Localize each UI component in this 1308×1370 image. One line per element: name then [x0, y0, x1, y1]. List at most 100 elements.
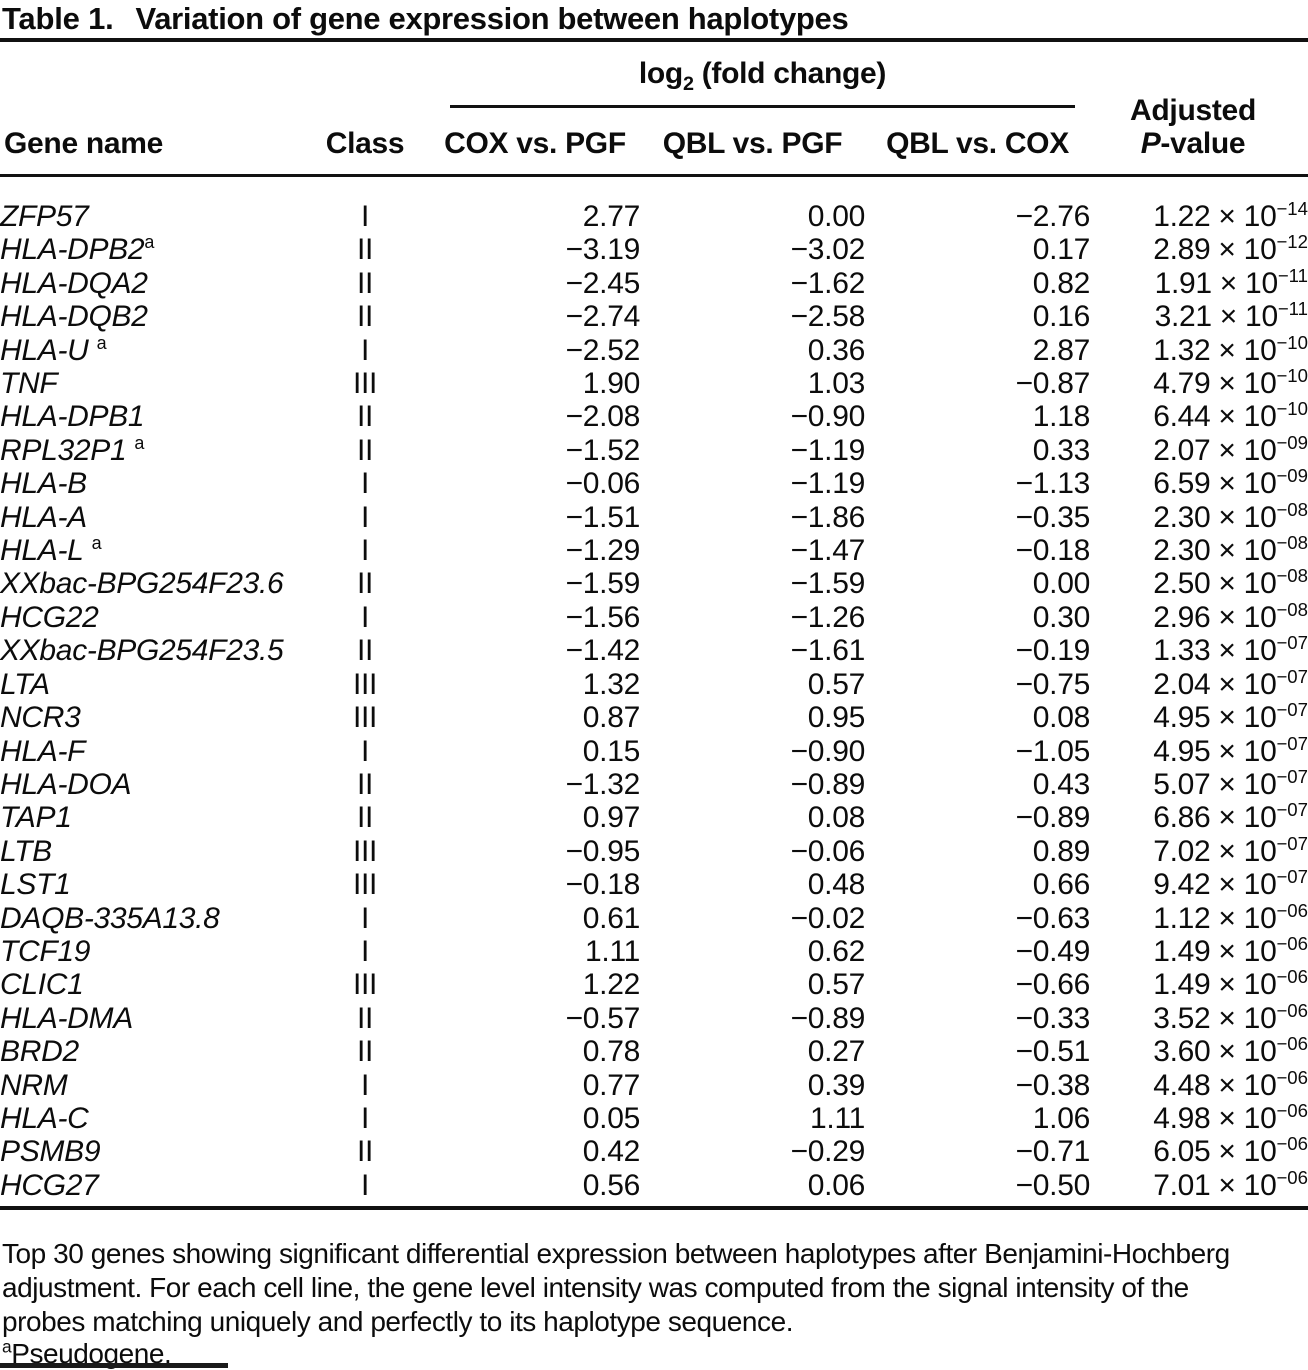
qbl-vs-pgf-cell: −1.61 — [790, 634, 866, 668]
gene-name-cell: HLA-C — [0, 1101, 89, 1135]
class-cell: I — [360, 200, 370, 233]
gene-name-cell: LST1 — [0, 868, 71, 902]
qbl-vs-pgf-cell: −0.89 — [790, 1001, 866, 1035]
pvalue-exponent: −06 — [1276, 1166, 1308, 1188]
qbl-vs-pgf-cell: 0.06 — [807, 1168, 866, 1202]
table-row: TAP1 II 0.97 0.08 −0.89 6.86 × 10−07 — [0, 799, 1308, 835]
class-cell: II — [356, 400, 374, 434]
pvalue-exponent: −14 — [1276, 198, 1308, 219]
qbl-vs-pgf-cell: −0.90 — [790, 400, 866, 434]
qbl-vs-pgf-cell: −0.90 — [790, 734, 866, 768]
class-cell: II — [356, 801, 374, 835]
qbl-vs-cox-cell: −0.87 — [1015, 367, 1091, 401]
pvalue-exponent: −07 — [1276, 732, 1308, 754]
caption-line-2: adjustment. For each cell line, the gene… — [2, 1272, 1189, 1303]
class-cell: II — [356, 634, 374, 668]
adjusted-pvalue-header: Adjusted P-value — [1080, 94, 1306, 160]
cox-vs-pgf-cell: 1.11 — [585, 934, 640, 968]
adjusted-pvalue-cell: 2.96 × 10−08 — [1153, 598, 1308, 634]
class-cell: I — [360, 901, 370, 935]
class-cell: I — [360, 1068, 370, 1102]
gene-name-cell: HLA-L a — [0, 533, 102, 568]
table-row: PSMB9 II 0.42 −0.29 −0.71 6.05 × 10−06 — [0, 1135, 1308, 1169]
gene-name-cell: DAQB-335A13.8 — [0, 901, 220, 935]
cropped-text-artifact — [0, 1363, 228, 1368]
qbl-vs-cox-cell: 1.06 — [1032, 1101, 1091, 1135]
qbl-vs-pgf-cell: −1.59 — [790, 567, 866, 601]
pvalue-exponent: −06 — [1276, 966, 1308, 988]
table-row: TCF19 I 1.11 0.62 −0.49 1.49 × 10−06 — [0, 934, 1308, 968]
class-cell: II — [356, 1035, 374, 1069]
gene-name-cell: TAP1 — [0, 801, 72, 835]
qbl-vs-pgf-cell: 0.36 — [807, 333, 866, 367]
pvalue-exponent: −06 — [1276, 1066, 1308, 1088]
cox-vs-pgf-cell: −1.51 — [565, 500, 641, 534]
pvalue-exponent: −10 — [1276, 365, 1308, 387]
qbl-vs-pgf-cell: −0.02 — [790, 901, 866, 935]
table-row: LTB III −0.95 −0.06 0.89 7.02 × 10−07 — [0, 834, 1308, 868]
pseudogene-marker: a — [144, 232, 155, 253]
bottom-rule — [0, 1206, 1308, 1210]
adjusted-pvalue-cell: 3.60 × 10−06 — [1153, 1033, 1308, 1069]
cox-vs-pgf-cell: −2.52 — [565, 333, 641, 367]
qbl-vs-cox-cell: 0.66 — [1032, 868, 1091, 902]
qbl-vs-pgf-cell: −0.06 — [790, 834, 866, 868]
table-row: XXbac-BPG254F23.6 II −1.59 −1.59 0.00 2.… — [0, 567, 1308, 601]
table-row: HLA-A I −1.51 −1.86 −0.35 2.30 × 10−08 — [0, 498, 1308, 534]
pvalue-exponent: −08 — [1276, 498, 1308, 520]
column-header-gene-name: Gene name — [4, 127, 164, 160]
qbl-vs-pgf-cell: −1.19 — [790, 433, 866, 467]
pvalue-exponent: −06 — [1276, 899, 1308, 921]
gene-name-cell: BRD2 — [0, 1035, 79, 1069]
table-row: DAQB-335A13.8 I 0.61 −0.02 −0.63 1.12 × … — [0, 899, 1308, 935]
adjusted-pvalue-cell: 5.07 × 10−07 — [1153, 765, 1308, 801]
qbl-vs-pgf-cell: 0.27 — [807, 1035, 866, 1069]
qbl-vs-cox-cell: 0.16 — [1032, 300, 1091, 334]
table-row: XXbac-BPG254F23.5 II −1.42 −1.61 −0.19 1… — [0, 632, 1308, 668]
qbl-vs-pgf-cell: 1.03 — [807, 367, 866, 401]
qbl-vs-cox-cell: −0.51 — [1015, 1035, 1091, 1069]
qbl-vs-pgf-cell: 0.57 — [807, 667, 866, 701]
table-row: HLA-DQA2 II −2.45 −1.62 0.82 1.91 × 10−1… — [0, 266, 1308, 300]
log-suffix: (fold change) — [693, 57, 887, 90]
qbl-vs-pgf-cell: 1.11 — [810, 1101, 865, 1135]
cox-vs-pgf-cell: 2.77 — [582, 200, 641, 233]
qbl-vs-cox-cell: −0.19 — [1015, 634, 1091, 668]
table-row: HLA-DOA II −1.32 −0.89 0.43 5.07 × 10−07 — [0, 765, 1308, 801]
gene-name-cell: RPL32P1 a — [0, 432, 145, 467]
gene-name-cell: TNF — [0, 367, 58, 401]
qbl-vs-pgf-cell: 0.39 — [807, 1068, 866, 1102]
qbl-vs-cox-cell: −0.35 — [1015, 500, 1091, 534]
class-cell: III — [352, 968, 378, 1002]
qbl-vs-cox-cell: −1.13 — [1015, 467, 1091, 501]
pvalue-rest: -value — [1160, 127, 1246, 160]
cox-vs-pgf-cell: −0.95 — [565, 834, 641, 868]
gene-name-cell: PSMB9 — [0, 1135, 101, 1169]
pvalue-exponent: −07 — [1276, 699, 1308, 721]
pvalue-exponent: −07 — [1276, 632, 1308, 654]
qbl-vs-pgf-cell: −3.02 — [790, 233, 866, 267]
class-cell: I — [360, 1168, 370, 1202]
qbl-vs-cox-cell: 0.43 — [1032, 767, 1091, 801]
cox-vs-pgf-cell: 0.77 — [582, 1068, 641, 1102]
cox-vs-pgf-cell: 1.90 — [582, 367, 641, 401]
adjusted-pvalue-cell: 4.48 × 10−06 — [1153, 1066, 1308, 1102]
log-prefix: log — [638, 57, 683, 90]
gene-name-cell: HLA-DPB1 — [0, 400, 145, 434]
pvalue-exponent: −07 — [1276, 799, 1308, 821]
pvalue-exponent: −06 — [1276, 1099, 1308, 1121]
gene-name-cell: HLA-DPB2a — [0, 232, 155, 267]
adjusted-pvalue-cell: 7.01 × 10−06 — [1153, 1166, 1308, 1202]
pvalue-exponent: −06 — [1276, 999, 1308, 1021]
adjusted-pvalue-cell: 6.44 × 10−10 — [1153, 398, 1308, 434]
qbl-vs-cox-cell: −0.75 — [1015, 667, 1091, 701]
qbl-vs-pgf-cell: −0.29 — [790, 1135, 866, 1169]
table-row: ZFP57 I 2.77 0.00 −2.76 1.22 × 10−14 — [0, 198, 1308, 233]
cox-vs-pgf-cell: 1.22 — [582, 968, 641, 1002]
class-cell: II — [356, 767, 374, 801]
gene-name-cell: XXbac-BPG254F23.5 — [0, 634, 284, 668]
qbl-vs-cox-cell: −0.38 — [1015, 1068, 1091, 1102]
cox-vs-pgf-cell: −3.19 — [565, 233, 641, 267]
table-title: Table 1. Variation of gene expression bet… — [2, 1, 849, 37]
gene-name-cell: HLA-DQA2 — [0, 266, 148, 300]
